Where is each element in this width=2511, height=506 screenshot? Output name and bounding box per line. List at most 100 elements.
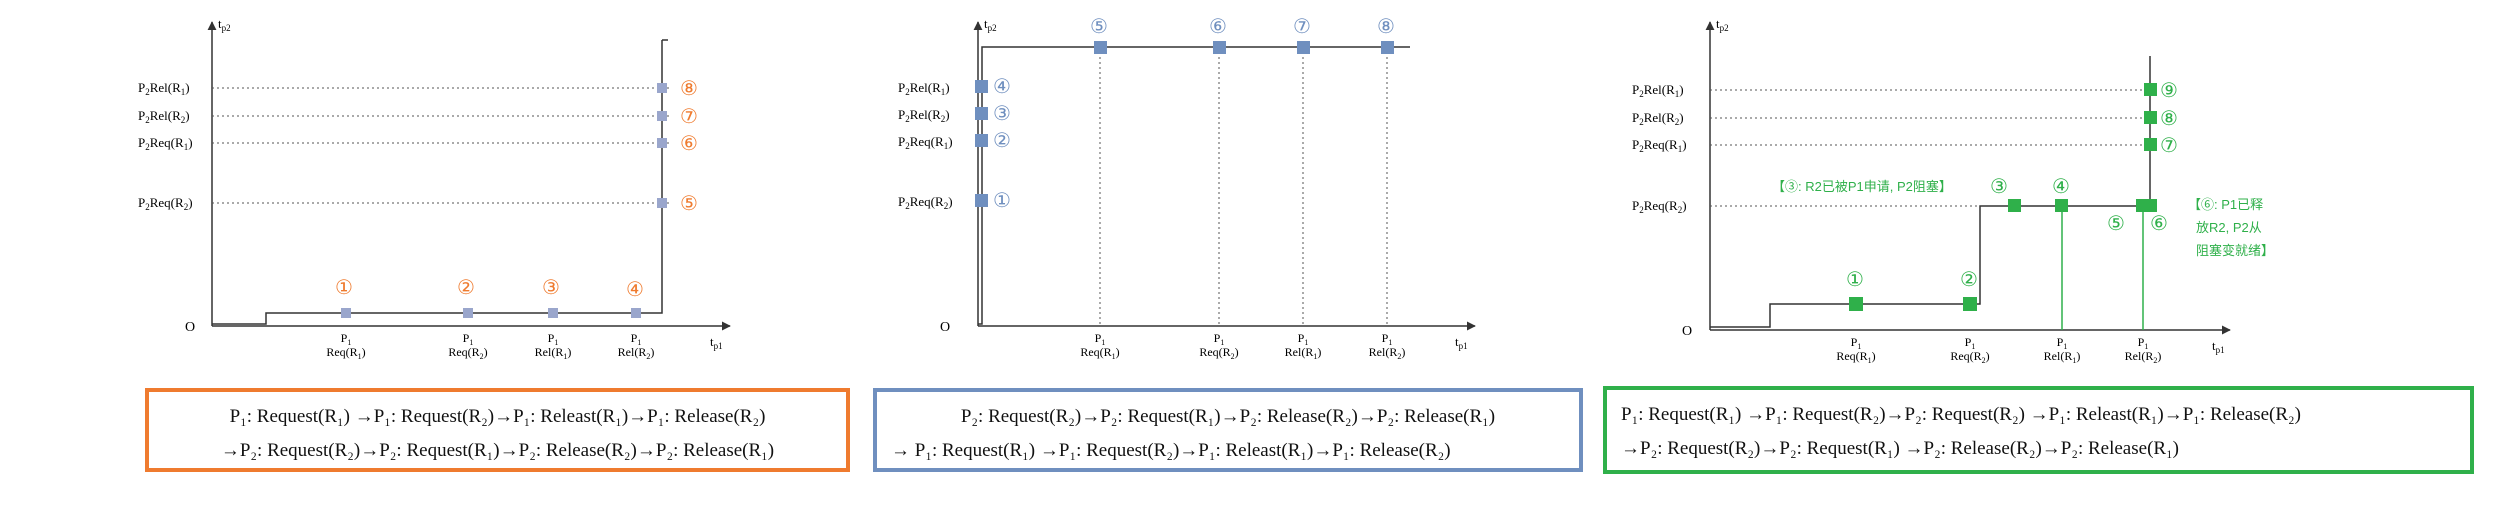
event-square xyxy=(975,194,988,207)
marker-1: ① xyxy=(993,190,1011,212)
event-square xyxy=(341,308,351,318)
caption-blue: P₂: Request(R₂)→P₂: Request(R₁)→P₂: Rele… xyxy=(873,388,1583,472)
y-label-p2-rel-r2: P2Rel(R2) xyxy=(138,108,190,125)
event-square xyxy=(1849,297,1863,311)
y-label-p2-rel-r2: P2Rel(R2) xyxy=(898,107,950,124)
marker-3: ③ xyxy=(542,277,560,299)
caption-line: →P₂: Request(R₂)→P₂: Request(R₁) →P₂: Re… xyxy=(1621,438,2180,459)
event-square xyxy=(1381,41,1394,54)
marker-7: ⑦ xyxy=(2160,135,2178,157)
y-label-p2-req-r2: P2Req(R2) xyxy=(138,195,193,212)
marker-3: ③ xyxy=(1990,176,2008,198)
x-label-p1-req-r2: P1 Req(R2) xyxy=(1199,331,1238,361)
x-axis-label: tp1 xyxy=(710,334,723,351)
execution-path xyxy=(978,46,1410,325)
marker-4: ④ xyxy=(626,279,644,301)
event-square xyxy=(548,308,558,318)
x-label-p1-rel-r1: P1 Rel(R1) xyxy=(2044,335,2081,365)
marker-8: ⑧ xyxy=(2160,108,2178,130)
marker-9: ⑨ xyxy=(2160,80,2178,102)
event-square xyxy=(463,308,473,318)
origin-label: O xyxy=(185,320,195,335)
marker-8: ⑧ xyxy=(1377,16,1395,38)
diagram-1: tp2 tp1 O P2Rel(R1) P2Rel(R2) P2Req(R1) … xyxy=(138,16,731,361)
note-3: 【③: R2已被P1申请, P2阻塞】 xyxy=(1772,179,1952,194)
x-label-p1-rel-r2: P1 Rel(R2) xyxy=(2125,335,2162,365)
caption-line: P₁: Request(R₁) →P₁: Request(R₂)→P₁: Rel… xyxy=(229,406,766,427)
y-label-p2-rel-r2: P2Rel(R2) xyxy=(1632,110,1684,127)
x-axis-label: tp1 xyxy=(1455,334,1468,351)
caption-line: → P₁: Request(R₁) →P₁: Request(R₂)→P₁: R… xyxy=(891,440,1451,461)
y-label-p2-req-r1: P2Req(R1) xyxy=(138,135,193,152)
x-label-p1-rel-r2: P1 Rel(R2) xyxy=(1369,331,1406,361)
marker-6: ⑥ xyxy=(1209,16,1227,38)
y-label-p2-rel-r1: P2Rel(R1) xyxy=(898,80,950,97)
x-label-p1-req-r2: P1 Req(R2) xyxy=(1950,335,1989,365)
event-square xyxy=(2008,199,2021,212)
event-square xyxy=(1297,41,1310,54)
caption-line: P₁: Request(R₁) →P₁: Request(R₂)→P₂: Req… xyxy=(1621,404,2301,425)
caption-orange: P₁: Request(R₁) →P₁: Request(R₂)→P₁: Rel… xyxy=(145,388,850,472)
event-square xyxy=(2055,199,2068,212)
marker-5: ⑤ xyxy=(1090,16,1108,38)
y-label-p2-req-r1: P2Req(R1) xyxy=(1632,137,1687,154)
marker-5: ⑤ xyxy=(2107,213,2125,235)
y-label-p2-rel-r1: P2Rel(R1) xyxy=(1632,82,1684,99)
marker-4: ④ xyxy=(993,76,1011,98)
y-axis-label: tp2 xyxy=(984,16,997,33)
caption-line: P₂: Request(R₂)→P₂: Request(R₁)→P₂: Rele… xyxy=(960,406,1496,427)
marker-6: ⑥ xyxy=(680,133,698,155)
event-square xyxy=(2144,111,2157,124)
event-square xyxy=(1094,41,1107,54)
caption-line: →P₂: Request(R₂)→P₂: Request(R₁)→P₂: Rel… xyxy=(220,440,775,461)
marker-4: ④ xyxy=(2052,176,2070,198)
x-axis-label: tp1 xyxy=(2212,338,2225,355)
marker-2: ② xyxy=(993,130,1011,152)
marker-6: ⑥ xyxy=(2150,213,2168,235)
marker-3: ③ xyxy=(993,103,1011,125)
event-square xyxy=(975,107,988,120)
marker-1: ① xyxy=(335,277,353,299)
marker-2: ② xyxy=(1960,269,1978,291)
y-axis-label: tp2 xyxy=(218,16,231,33)
x-label-p1-rel-r1: P1 Rel(R1) xyxy=(1285,331,1322,361)
event-square xyxy=(975,80,988,93)
event-square xyxy=(657,111,667,121)
event-square xyxy=(1213,41,1226,54)
marker-5: ⑤ xyxy=(680,193,698,215)
x-label-p1-req-r1: P1 Req(R1) xyxy=(326,331,365,361)
x-label-p1-req-r1: P1 Req(R1) xyxy=(1836,335,1875,365)
marker-2: ② xyxy=(457,277,475,299)
x-label-p1-req-r1: P1 Req(R1) xyxy=(1080,331,1119,361)
marker-7: ⑦ xyxy=(680,106,698,128)
marker-8: ⑧ xyxy=(680,78,698,100)
marker-7: ⑦ xyxy=(1293,16,1311,38)
event-square xyxy=(2144,138,2157,151)
note-6-line3: 阻塞变就绪】 xyxy=(2196,243,2274,258)
origin-label: O xyxy=(940,320,950,335)
x-label-p1-req-r2: P1 Req(R2) xyxy=(448,331,487,361)
marker-1: ① xyxy=(1846,269,1864,291)
caption-green: P₁: Request(R₁) →P₁: Request(R₂)→P₂: Req… xyxy=(1603,386,2474,474)
y-label-p2-req-r2: P2Req(R2) xyxy=(1632,198,1687,215)
note-6-line2: 放R2, P2从 xyxy=(2196,220,2262,235)
note-6-line1: 【⑥: P1已释 xyxy=(2188,197,2263,212)
event-square xyxy=(657,138,667,148)
event-square xyxy=(657,83,667,93)
event-square xyxy=(657,198,667,208)
y-label-p2-rel-r1: P2Rel(R1) xyxy=(138,80,190,97)
diagram-2: tp2 tp1 O ④ ③ ② ① ⑤ ⑥ ⑦ ⑧ P2Rel(R1) P2Re… xyxy=(898,16,1476,361)
diagram-3: tp2 tp1 O ① ② ③ ④ ⑤ ⑥ ⑦ ⑧ ⑨ 【③: R2已被P xyxy=(1632,16,2274,365)
x-label-p1-rel-r2: P1 Rel(R2) xyxy=(618,331,655,361)
event-square xyxy=(631,308,641,318)
event-square xyxy=(2144,83,2157,96)
origin-label: O xyxy=(1682,324,1692,339)
event-square xyxy=(975,134,988,147)
y-label-p2-req-r2: P2Req(R2) xyxy=(898,194,953,211)
event-square xyxy=(2144,199,2157,212)
x-label-p1-rel-r1: P1 Rel(R1) xyxy=(535,331,572,361)
execution-path xyxy=(212,40,663,325)
y-axis-label: tp2 xyxy=(1716,16,1729,33)
event-square xyxy=(1963,297,1977,311)
